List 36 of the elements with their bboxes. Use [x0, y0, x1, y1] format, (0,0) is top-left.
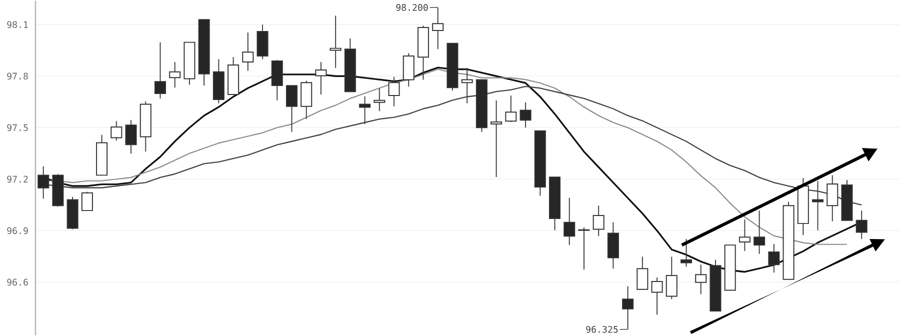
- annotation: 96.325: [586, 326, 618, 333]
- candlestick: [505, 95, 517, 122]
- candlestick: [169, 62, 181, 88]
- candlestick: [374, 88, 386, 112]
- candlestick: [856, 210, 868, 240]
- candlestick: [666, 256, 678, 300]
- y-tick-label: 97.5: [7, 124, 28, 132]
- candlestick: [754, 210, 766, 254]
- candlestick: [154, 42, 166, 99]
- candlestick: [402, 52, 414, 88]
- candlestick: [490, 100, 502, 178]
- candlestick: [242, 32, 254, 72]
- candlestick: [738, 219, 750, 252]
- y-tick-label: 98.1: [7, 21, 28, 28]
- candlestick: [651, 277, 663, 316]
- y-tick-label: 97.2: [7, 176, 28, 183]
- candlestick: [286, 85, 298, 132]
- candlestick: [520, 102, 532, 128]
- candlestick: [768, 244, 780, 274]
- candlestick: [578, 226, 590, 270]
- candlestick: [636, 256, 648, 290]
- annotation: 98.200: [396, 4, 428, 11]
- y-tick-label: 96.6: [7, 278, 28, 286]
- candlestick: [564, 197, 576, 246]
- candlestick: [315, 62, 327, 96]
- candlestick: [680, 238, 692, 268]
- candlestick: [359, 96, 371, 125]
- y-tick-label: 96.9: [7, 227, 28, 234]
- candlestick: [592, 205, 604, 237]
- candlestick: [695, 264, 707, 295]
- candlestick: [110, 120, 122, 142]
- candlestick: [388, 76, 400, 107]
- y-tick-label: 97.8: [7, 72, 28, 80]
- candlestick: [81, 191, 93, 212]
- candlestick: [125, 120, 137, 154]
- candlestick: [300, 80, 312, 120]
